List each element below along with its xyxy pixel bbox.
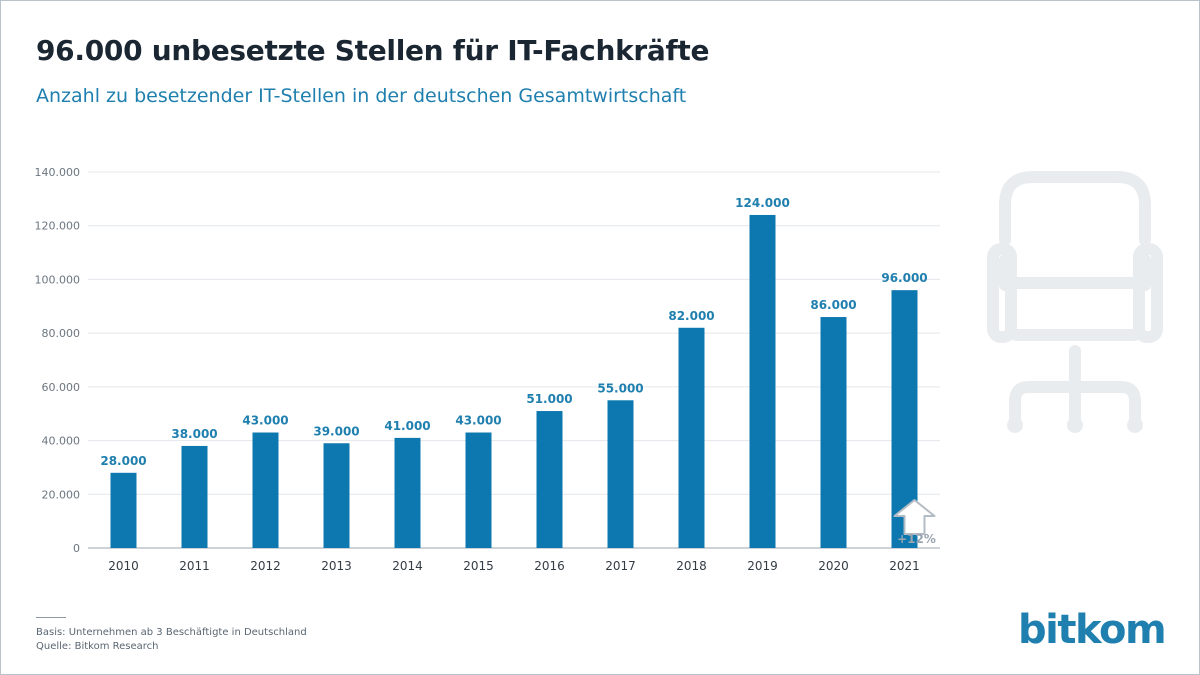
footer-notes: Basis: Unternehmen ab 3 Beschäftigte in … bbox=[36, 626, 307, 654]
up-arrow-icon bbox=[893, 499, 936, 535]
bitkom-logo: bitkom bbox=[1018, 607, 1167, 653]
bar-2010 bbox=[110, 472, 137, 548]
value-label: 51.000 bbox=[526, 392, 572, 406]
value-label: 41.000 bbox=[384, 419, 430, 433]
bar-2014 bbox=[394, 437, 421, 548]
x-tick-label: 2018 bbox=[676, 559, 707, 573]
growth-label: +12% bbox=[897, 532, 936, 546]
chart-subtitle: Anzahl zu besetzender IT-Stellen in der … bbox=[36, 85, 687, 107]
value-label: 55.000 bbox=[597, 381, 643, 395]
office-chair-icon bbox=[987, 171, 1163, 433]
y-tick-label: 140.000 bbox=[35, 166, 81, 179]
footer-basis: Basis: Unternehmen ab 3 Beschäftigte in … bbox=[36, 627, 307, 638]
x-tick-label: 2013 bbox=[321, 559, 352, 573]
x-tick-label: 2016 bbox=[534, 559, 565, 573]
bar-2012 bbox=[252, 432, 279, 548]
y-tick-label: 20.000 bbox=[42, 488, 81, 501]
value-label: 82.000 bbox=[668, 309, 714, 323]
value-label: 43.000 bbox=[455, 414, 501, 428]
y-tick-label: 40.000 bbox=[42, 435, 81, 448]
x-tick-label: 2019 bbox=[747, 559, 778, 573]
value-label: 43.000 bbox=[242, 414, 288, 428]
bar-2019 bbox=[749, 214, 776, 548]
y-tick-label: 100.000 bbox=[35, 273, 81, 286]
bars bbox=[110, 214, 918, 548]
grid-lines bbox=[88, 171, 940, 549]
bar-2017 bbox=[607, 400, 634, 548]
x-tick-label: 2021 bbox=[889, 559, 920, 573]
y-tick-label: 0 bbox=[73, 542, 80, 555]
value-label: 38.000 bbox=[171, 427, 217, 441]
y-tick-label: 60.000 bbox=[42, 381, 81, 394]
bar-chart: 0 20.000 40.000 60.000 80.000 100.000 120.000 1… bbox=[35, 166, 940, 573]
chart-title: 96.000 unbesetzte Stellen für IT-Fachkrä… bbox=[36, 34, 710, 67]
x-tick-label: 2020 bbox=[818, 559, 849, 573]
x-tick-label: 2011 bbox=[179, 559, 210, 573]
x-tick-label: 2014 bbox=[392, 559, 423, 573]
value-label: 124.000 bbox=[735, 196, 790, 210]
footer-source: Quelle: Bitkom Research bbox=[36, 641, 159, 652]
value-label: 86.000 bbox=[810, 298, 856, 312]
x-tick-label: 2015 bbox=[463, 559, 494, 573]
x-axis-ticks: 2010 2011 2012 2013 2014 2015 2016 2017 2018 2019… bbox=[108, 559, 920, 573]
growth-annotation: +12% bbox=[893, 499, 936, 546]
bar-2018 bbox=[678, 327, 705, 548]
footer-divider bbox=[36, 617, 66, 618]
value-label: 39.000 bbox=[313, 424, 359, 438]
y-tick-label: 120.000 bbox=[35, 220, 81, 233]
x-tick-label: 2012 bbox=[250, 559, 281, 573]
bar-2020 bbox=[820, 317, 847, 548]
value-label: 28.000 bbox=[100, 454, 146, 468]
y-axis-ticks: 0 20.000 40.000 60.000 80.000 100.000 120.000 1… bbox=[35, 166, 81, 555]
x-tick-label: 2017 bbox=[605, 559, 636, 573]
bar-2013 bbox=[323, 443, 350, 548]
x-tick-label: 2010 bbox=[108, 559, 139, 573]
y-tick-label: 80.000 bbox=[42, 327, 81, 340]
bar-2016 bbox=[536, 411, 563, 548]
bar-2015 bbox=[465, 432, 492, 548]
value-label: 96.000 bbox=[881, 271, 927, 285]
bar-2011 bbox=[181, 445, 208, 548]
value-labels: 28.000 38.000 43.000 39.000 41.000 43.000 51.0… bbox=[100, 196, 927, 468]
